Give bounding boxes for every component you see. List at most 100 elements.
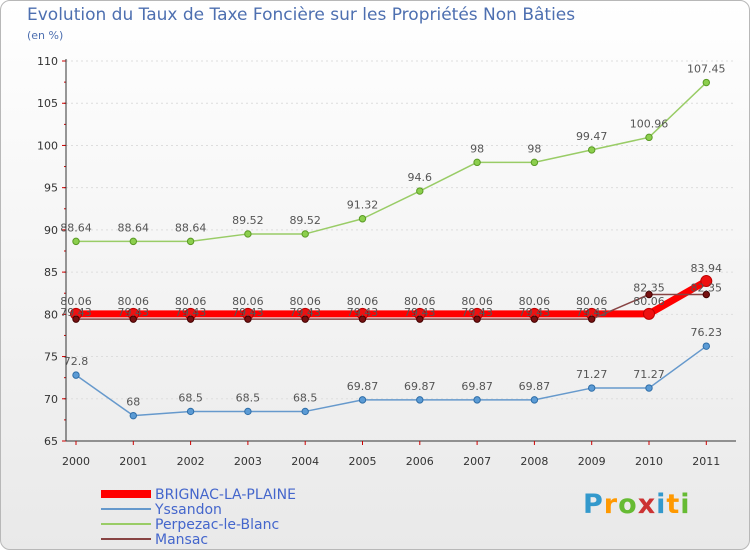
- data-point: [530, 396, 539, 404]
- y-tick-label: 80: [44, 308, 58, 321]
- x-tick-label: 2003: [234, 455, 262, 468]
- data-label: 80.06: [576, 295, 608, 308]
- series-line-1: [75, 345, 708, 417]
- data-point: [416, 187, 424, 195]
- data-label: 80.06: [118, 295, 150, 308]
- data-point: [588, 384, 596, 392]
- data-point: [301, 315, 309, 323]
- data-label: 68.5: [236, 391, 261, 404]
- x-tick-label: 2004: [291, 455, 319, 468]
- x-tick-label: 2011: [692, 455, 720, 468]
- data-point: [702, 78, 710, 87]
- data-label: 68.5: [178, 391, 203, 404]
- data-label: 79.43: [347, 306, 379, 319]
- data-label: 99.47: [576, 130, 608, 143]
- data-label: 79.43: [519, 306, 551, 319]
- series-line-2: [75, 81, 708, 243]
- y-tick-label: 90: [44, 224, 58, 237]
- data-point: [702, 342, 710, 350]
- data-label: 79.43: [60, 306, 92, 319]
- logo-letter: x: [637, 489, 657, 520]
- data-point: [530, 158, 539, 167]
- y-tick-label: 75: [44, 351, 58, 364]
- data-label: 80.06: [404, 295, 436, 308]
- y-axis-unit: (en %): [27, 29, 64, 42]
- data-point: [702, 290, 710, 299]
- data-point: [72, 371, 80, 379]
- data-label: 80.06: [519, 295, 551, 308]
- data-label: 98: [470, 142, 484, 155]
- data-label: 79.43: [404, 306, 436, 319]
- proxiti-logo: Proxiti: [583, 489, 691, 520]
- logo-letter: i: [680, 489, 691, 520]
- data-label: 69.87: [519, 380, 551, 393]
- y-tick-label: 95: [44, 182, 58, 195]
- data-label: 82.35: [633, 281, 665, 294]
- data-label: 80.06: [633, 295, 665, 308]
- series-line-0: [72, 277, 710, 318]
- y-tick-label: 100: [37, 139, 58, 152]
- data-point: [72, 315, 80, 323]
- data-point: [358, 396, 367, 404]
- data-label: 80.06: [232, 295, 264, 308]
- data-point: [358, 315, 367, 323]
- y-tick-label: 70: [44, 393, 58, 406]
- data-label: 88.64: [118, 221, 150, 234]
- data-label: 79.43: [576, 306, 608, 319]
- data-point: [244, 407, 252, 416]
- data-label: 79.43: [461, 306, 493, 319]
- data-label: 69.87: [461, 380, 493, 393]
- data-point: [301, 230, 309, 238]
- data-label: 89.52: [232, 214, 264, 227]
- data-label: 68.5: [293, 391, 318, 404]
- data-point: [186, 407, 195, 416]
- data-point: [645, 384, 653, 392]
- data-point: [645, 290, 653, 299]
- data-point: [588, 315, 596, 323]
- data-label: 91.32: [347, 199, 379, 212]
- data-label: 83.94: [691, 262, 723, 275]
- data-label: 69.87: [404, 380, 436, 393]
- logo-letter: i: [656, 489, 667, 520]
- data-point: [643, 307, 655, 320]
- data-label: 72.8: [64, 355, 89, 368]
- y-tick-label: 110: [37, 55, 58, 68]
- x-tick-label: 2008: [520, 455, 548, 468]
- legend-label: Yssandon: [154, 502, 222, 518]
- data-point: [473, 315, 481, 323]
- data-label: 80.06: [289, 295, 321, 308]
- data-label: 71.27: [576, 368, 608, 381]
- data-label: 107.45: [687, 63, 726, 76]
- x-tick-label: 2001: [119, 455, 147, 468]
- logo-letter: r: [603, 489, 619, 520]
- logo-letter: o: [618, 489, 638, 520]
- data-label: 68: [126, 396, 140, 409]
- data-point: [588, 146, 596, 154]
- data-point: [700, 275, 713, 288]
- y-tick-label: 65: [44, 435, 58, 448]
- data-point: [244, 230, 252, 238]
- x-tick-label: 2009: [578, 455, 606, 468]
- data-label: 89.52: [289, 214, 321, 227]
- data-label: 80.06: [60, 295, 92, 308]
- data-label: 82.35: [691, 281, 723, 294]
- x-tick-label: 2006: [406, 455, 434, 468]
- data-label: 80.06: [175, 295, 207, 308]
- data-label: 88.64: [60, 221, 92, 234]
- logo-letter: t: [666, 489, 681, 520]
- x-tick-label: 2005: [349, 455, 377, 468]
- y-tick-label: 105: [37, 97, 58, 110]
- data-point: [416, 315, 424, 323]
- data-label: 94.6: [408, 171, 433, 184]
- x-tick-label: 2007: [463, 455, 491, 468]
- data-label: 98: [527, 142, 541, 155]
- y-tick-label: 85: [44, 266, 58, 279]
- data-point: [186, 315, 195, 323]
- data-label: 69.87: [347, 380, 379, 393]
- data-point: [530, 315, 539, 323]
- data-point: [358, 215, 367, 223]
- data-point: [416, 396, 424, 404]
- chart-title: Evolution du Taux de Taxe Foncière sur l…: [27, 5, 576, 25]
- data-point: [473, 396, 481, 404]
